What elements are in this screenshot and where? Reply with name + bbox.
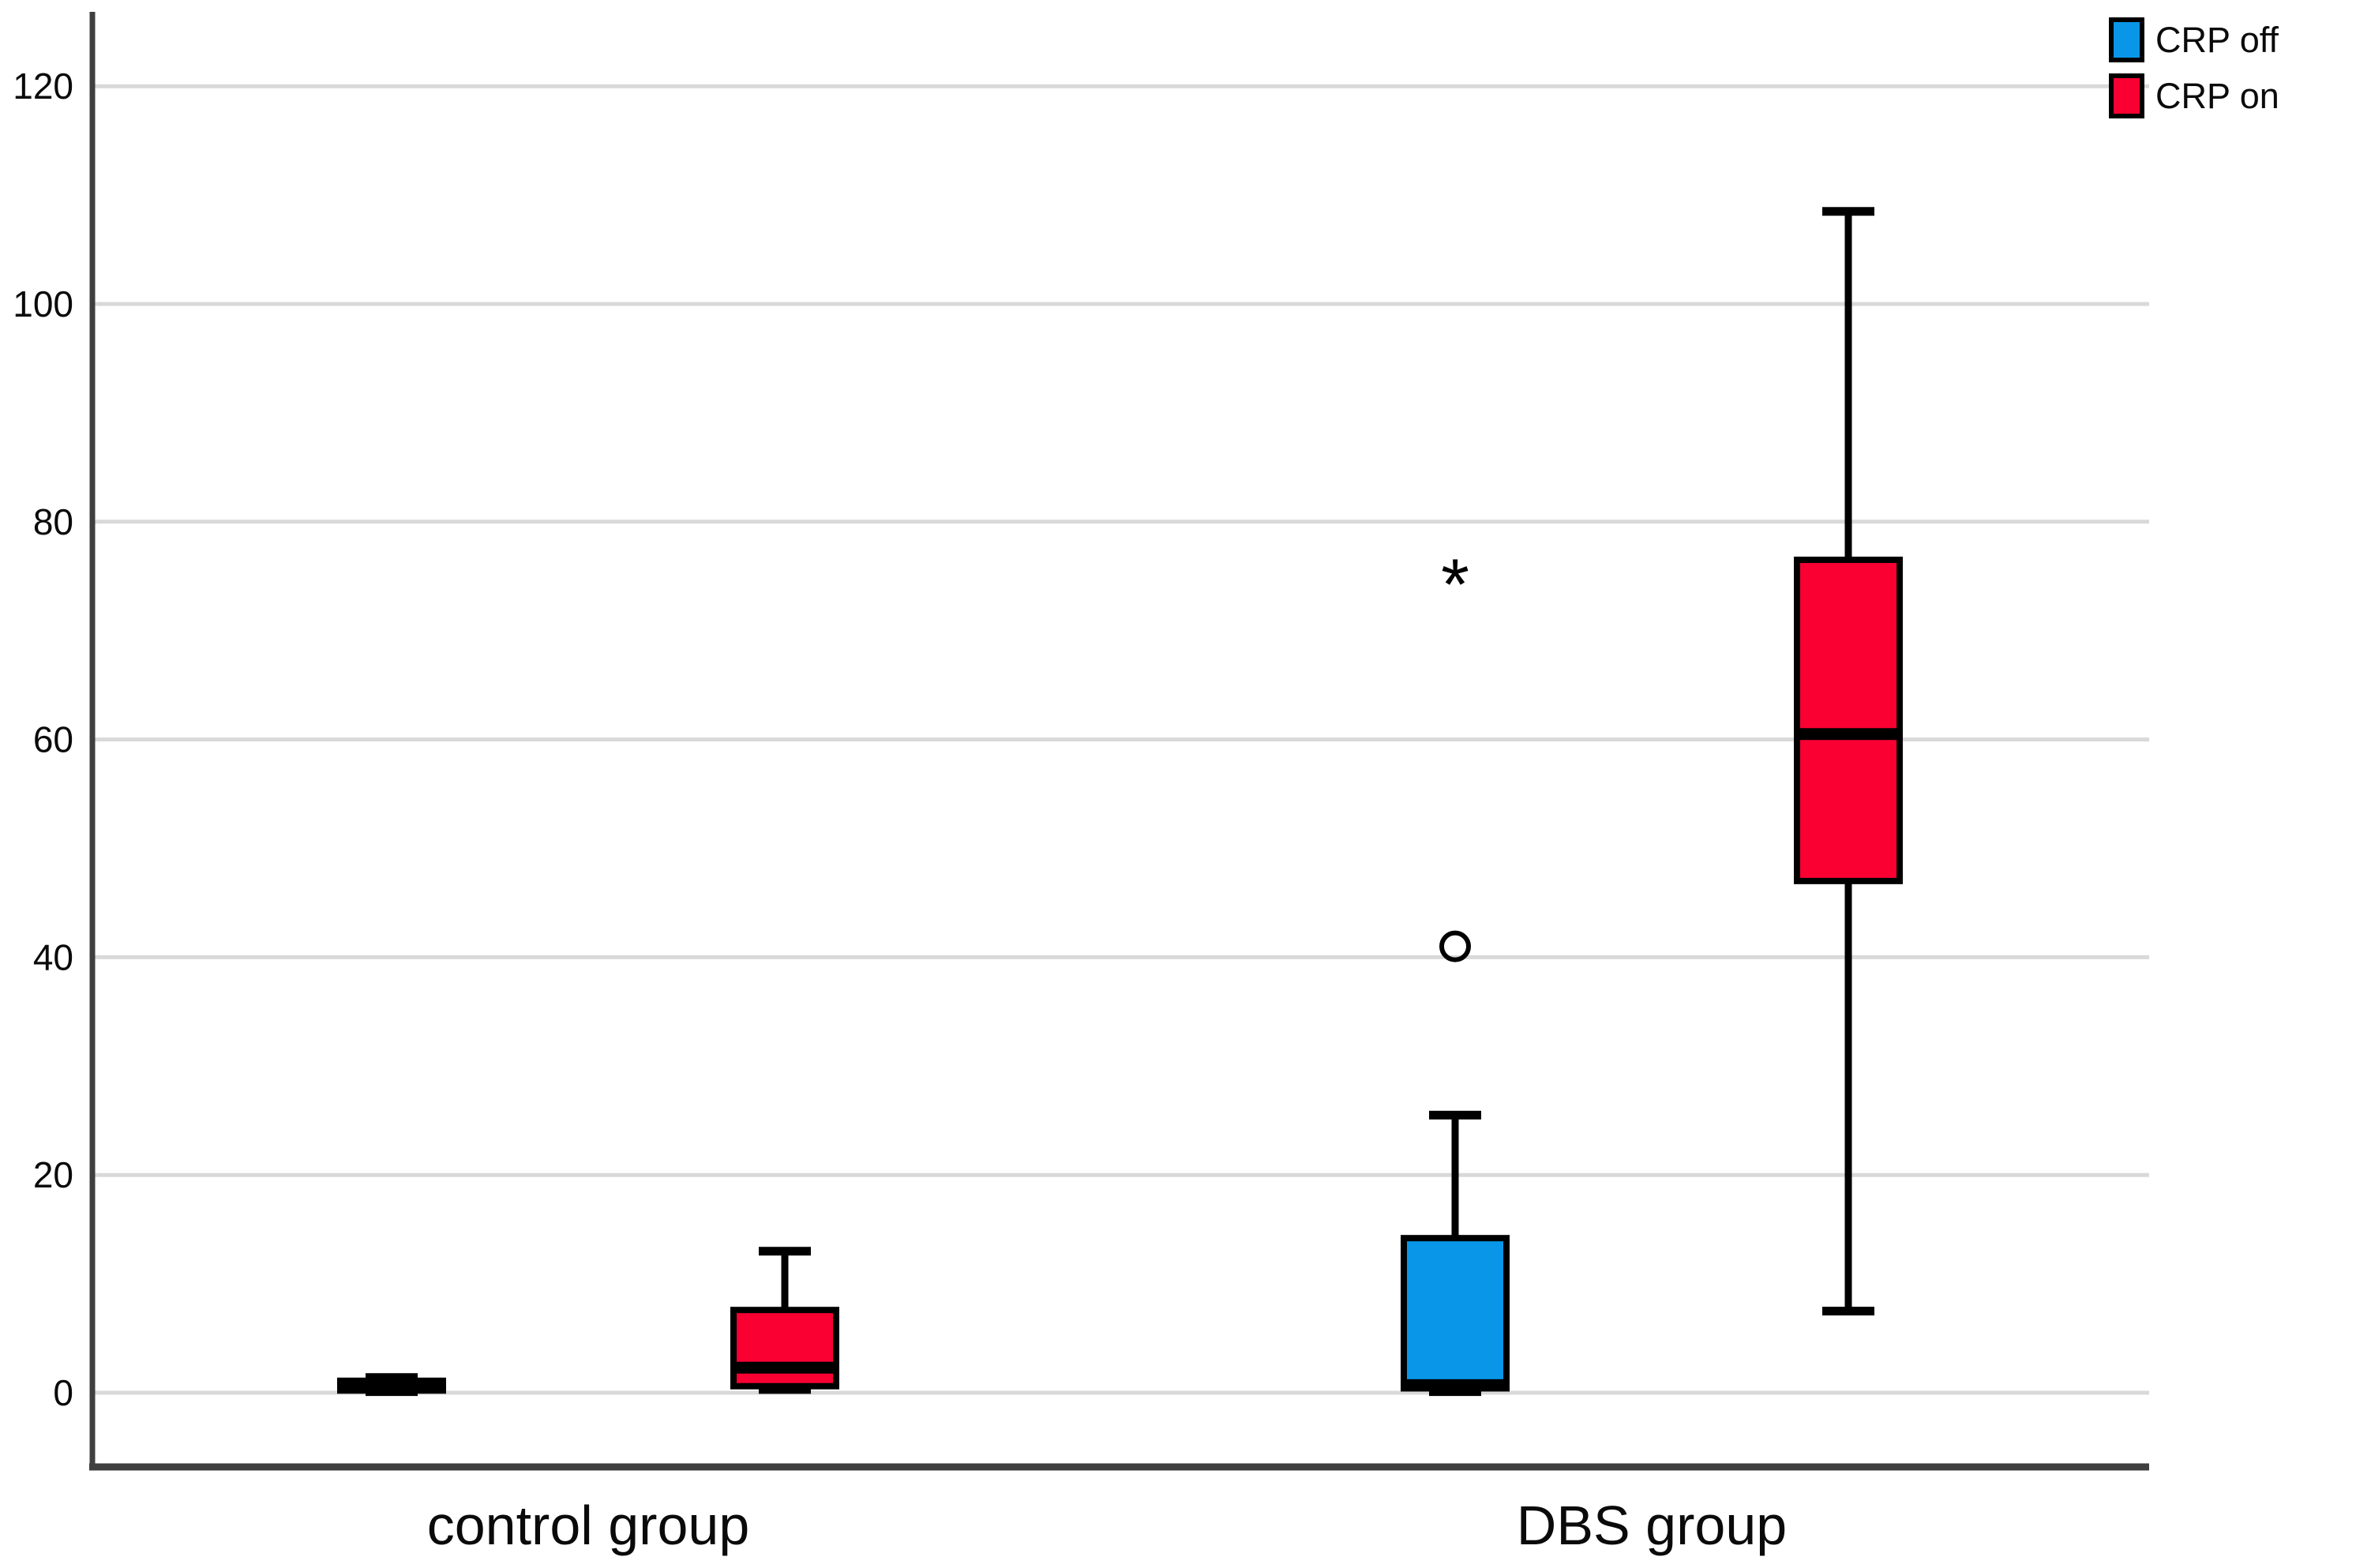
outlier-circle	[1439, 930, 1471, 962]
legend-item-crp-off: CRP off	[2109, 17, 2279, 62]
legend-label-crp-on: CRP on	[2155, 76, 2279, 116]
extreme-asterisk: *	[1441, 545, 1469, 625]
y-tick-label-120: 120	[13, 66, 73, 107]
y-tick-label-80: 80	[33, 501, 73, 542]
y-tick-label-60: 60	[33, 719, 73, 760]
legend-item-crp-on: CRP on	[2109, 73, 2279, 118]
box-crp-off-1	[1401, 1235, 1510, 1392]
legend-swatch-crp-off	[2109, 17, 2144, 62]
x-axis-label-dbs-group: DBS group	[1516, 1495, 1788, 1556]
legend-label-crp-off: CRP off	[2155, 20, 2279, 60]
legend-swatch-crp-on	[2109, 73, 2144, 118]
x-axis-label-control-group: control group	[426, 1495, 750, 1556]
legend: CRP off CRP on	[2109, 17, 2279, 129]
y-tick-label-100: 100	[13, 283, 73, 324]
box-crp-on-0	[730, 1307, 839, 1390]
y-tick-label-40: 40	[33, 936, 73, 977]
box-crp-on-1	[1794, 557, 1903, 884]
y-tick-label-0: 0	[53, 1372, 73, 1413]
y-tick-label-20: 20	[33, 1154, 73, 1195]
